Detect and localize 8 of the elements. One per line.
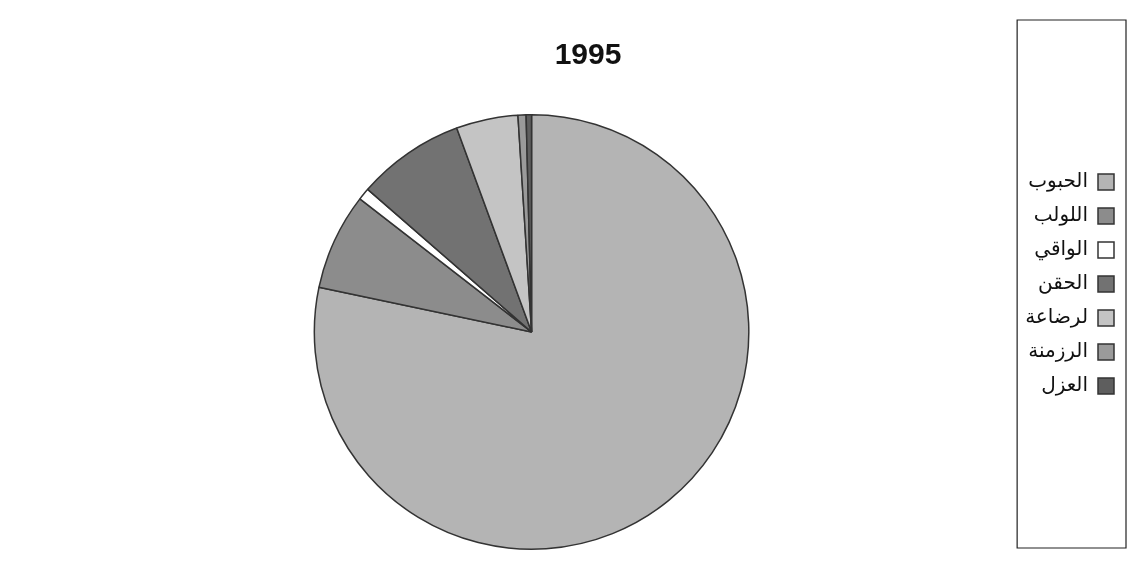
text: 1995 xyxy=(554,37,622,71)
legend-label: اللولب xyxy=(1033,202,1088,227)
legend-label: الحقن xyxy=(1038,270,1088,295)
legend-label: الحبوب xyxy=(1028,168,1088,193)
legend-label: لرضاعة xyxy=(1025,304,1088,329)
legend-label: الرزمنة xyxy=(1028,338,1088,363)
legend-label: العزل xyxy=(1041,372,1088,397)
legend-label: الواقي xyxy=(1034,236,1088,262)
